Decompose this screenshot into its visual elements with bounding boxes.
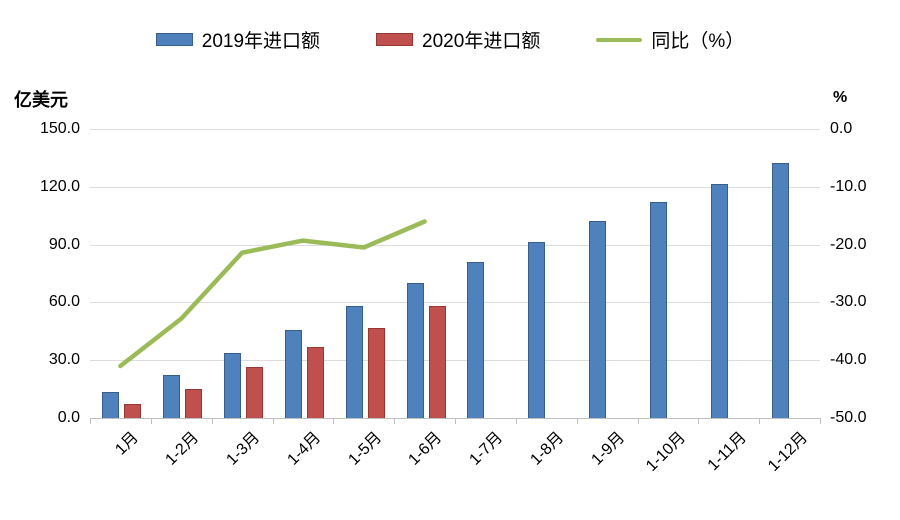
left-axis-tick-label: 90.0 — [48, 235, 80, 253]
bar-2020 — [185, 389, 203, 418]
right-axis-tick-label: 0.0 — [830, 120, 853, 137]
x-axis-label: 1-3月 — [223, 429, 264, 469]
left-axis-tick-label: 0.0 — [57, 409, 80, 426]
left-axis-tick-label: 30.0 — [48, 351, 80, 369]
x-axis-tick-mark — [272, 418, 274, 424]
bar-2020 — [367, 328, 385, 418]
bar-2019 — [467, 262, 485, 418]
bar-2020 — [246, 367, 264, 418]
left-axis-tick-label: 60.0 — [48, 293, 80, 311]
x-axis-tick-mark — [333, 418, 335, 424]
x-axis-tick-mark — [394, 418, 396, 424]
gridline — [90, 302, 820, 304]
bar-2019 — [102, 392, 120, 418]
bar-2019 — [163, 375, 181, 418]
x-axis-label: 1-7月 — [466, 429, 507, 469]
legend-swatch-2020-bar-icon — [376, 33, 414, 46]
left-axis-tick-label: 120.0 — [39, 177, 80, 195]
x-axis-label: 1-8月 — [527, 429, 568, 469]
right-axis-title: % — [833, 89, 848, 106]
bar-2019 — [649, 202, 667, 418]
bar-2019 — [224, 353, 242, 418]
gridline — [90, 186, 820, 188]
x-axis-label: 1-11月 — [704, 429, 750, 475]
legend-label-2019: 2019年进口额 — [201, 31, 321, 52]
bar-2020 — [306, 347, 324, 418]
bar-2019 — [406, 283, 424, 418]
legend-item-2020: 2020年进口额 — [376, 26, 540, 53]
x-axis-tick-mark — [515, 418, 517, 424]
x-axis-tick-mark — [820, 418, 821, 424]
x-axis-label: 1-9月 — [588, 429, 629, 469]
x-axis-tick-mark — [637, 418, 639, 424]
x-axis-label: 1-12月 — [764, 429, 811, 475]
plot-area — [90, 129, 820, 418]
x-axis-label: 1-10月 — [642, 429, 689, 475]
bar-2019 — [284, 330, 302, 418]
gridline — [90, 360, 820, 362]
x-axis-label: 1-5月 — [345, 429, 385, 469]
bar-2020 — [428, 305, 446, 418]
legend-label-yoy: 同比（%） — [651, 31, 745, 52]
right-axis-tick-label: -20.0 — [830, 235, 867, 253]
legend: 2019年进口额 2020年进口额 同比（%） — [0, 26, 900, 53]
gridline — [90, 129, 820, 130]
right-axis-tick-label: -10.0 — [830, 177, 867, 195]
legend-label-2020: 2020年进口额 — [422, 31, 541, 52]
legend-item-2019: 2019年进口额 — [155, 26, 321, 53]
bar-2019 — [345, 305, 363, 418]
x-axis-tick-mark — [698, 418, 700, 424]
bar-2019 — [771, 162, 789, 418]
legend-swatch-yoy-line-icon — [596, 37, 643, 42]
legend-swatch-2019-bar-icon — [155, 33, 193, 46]
x-axis-tick-mark — [759, 418, 761, 424]
x-axis-tick-mark — [90, 418, 91, 424]
x-axis-tick-mark — [576, 418, 578, 424]
legend-item-yoy: 同比（%） — [596, 26, 744, 53]
x-axis-label: 1-2月 — [162, 429, 203, 469]
gridline — [90, 244, 820, 246]
bar-2019 — [710, 183, 728, 418]
x-axis-tick-mark — [455, 418, 456, 424]
left-axis-tick-label: 150.0 — [39, 120, 80, 137]
x-axis-tick-mark — [211, 418, 213, 424]
x-axis-label: 1-6月 — [405, 429, 446, 469]
left-axis-title: 亿美元 — [14, 90, 68, 110]
x-axis-tick-mark — [150, 418, 152, 424]
right-axis-tick-label: -30.0 — [830, 293, 867, 311]
bar-2019 — [528, 241, 546, 418]
bar-2020 — [124, 403, 142, 418]
x-axis-label: 1月 — [111, 429, 142, 459]
right-axis-tick-label: -50.0 — [830, 409, 867, 426]
x-axis-label: 1-4月 — [284, 429, 324, 469]
bar-2019 — [589, 221, 607, 418]
right-axis-tick-label: -40.0 — [830, 351, 867, 369]
